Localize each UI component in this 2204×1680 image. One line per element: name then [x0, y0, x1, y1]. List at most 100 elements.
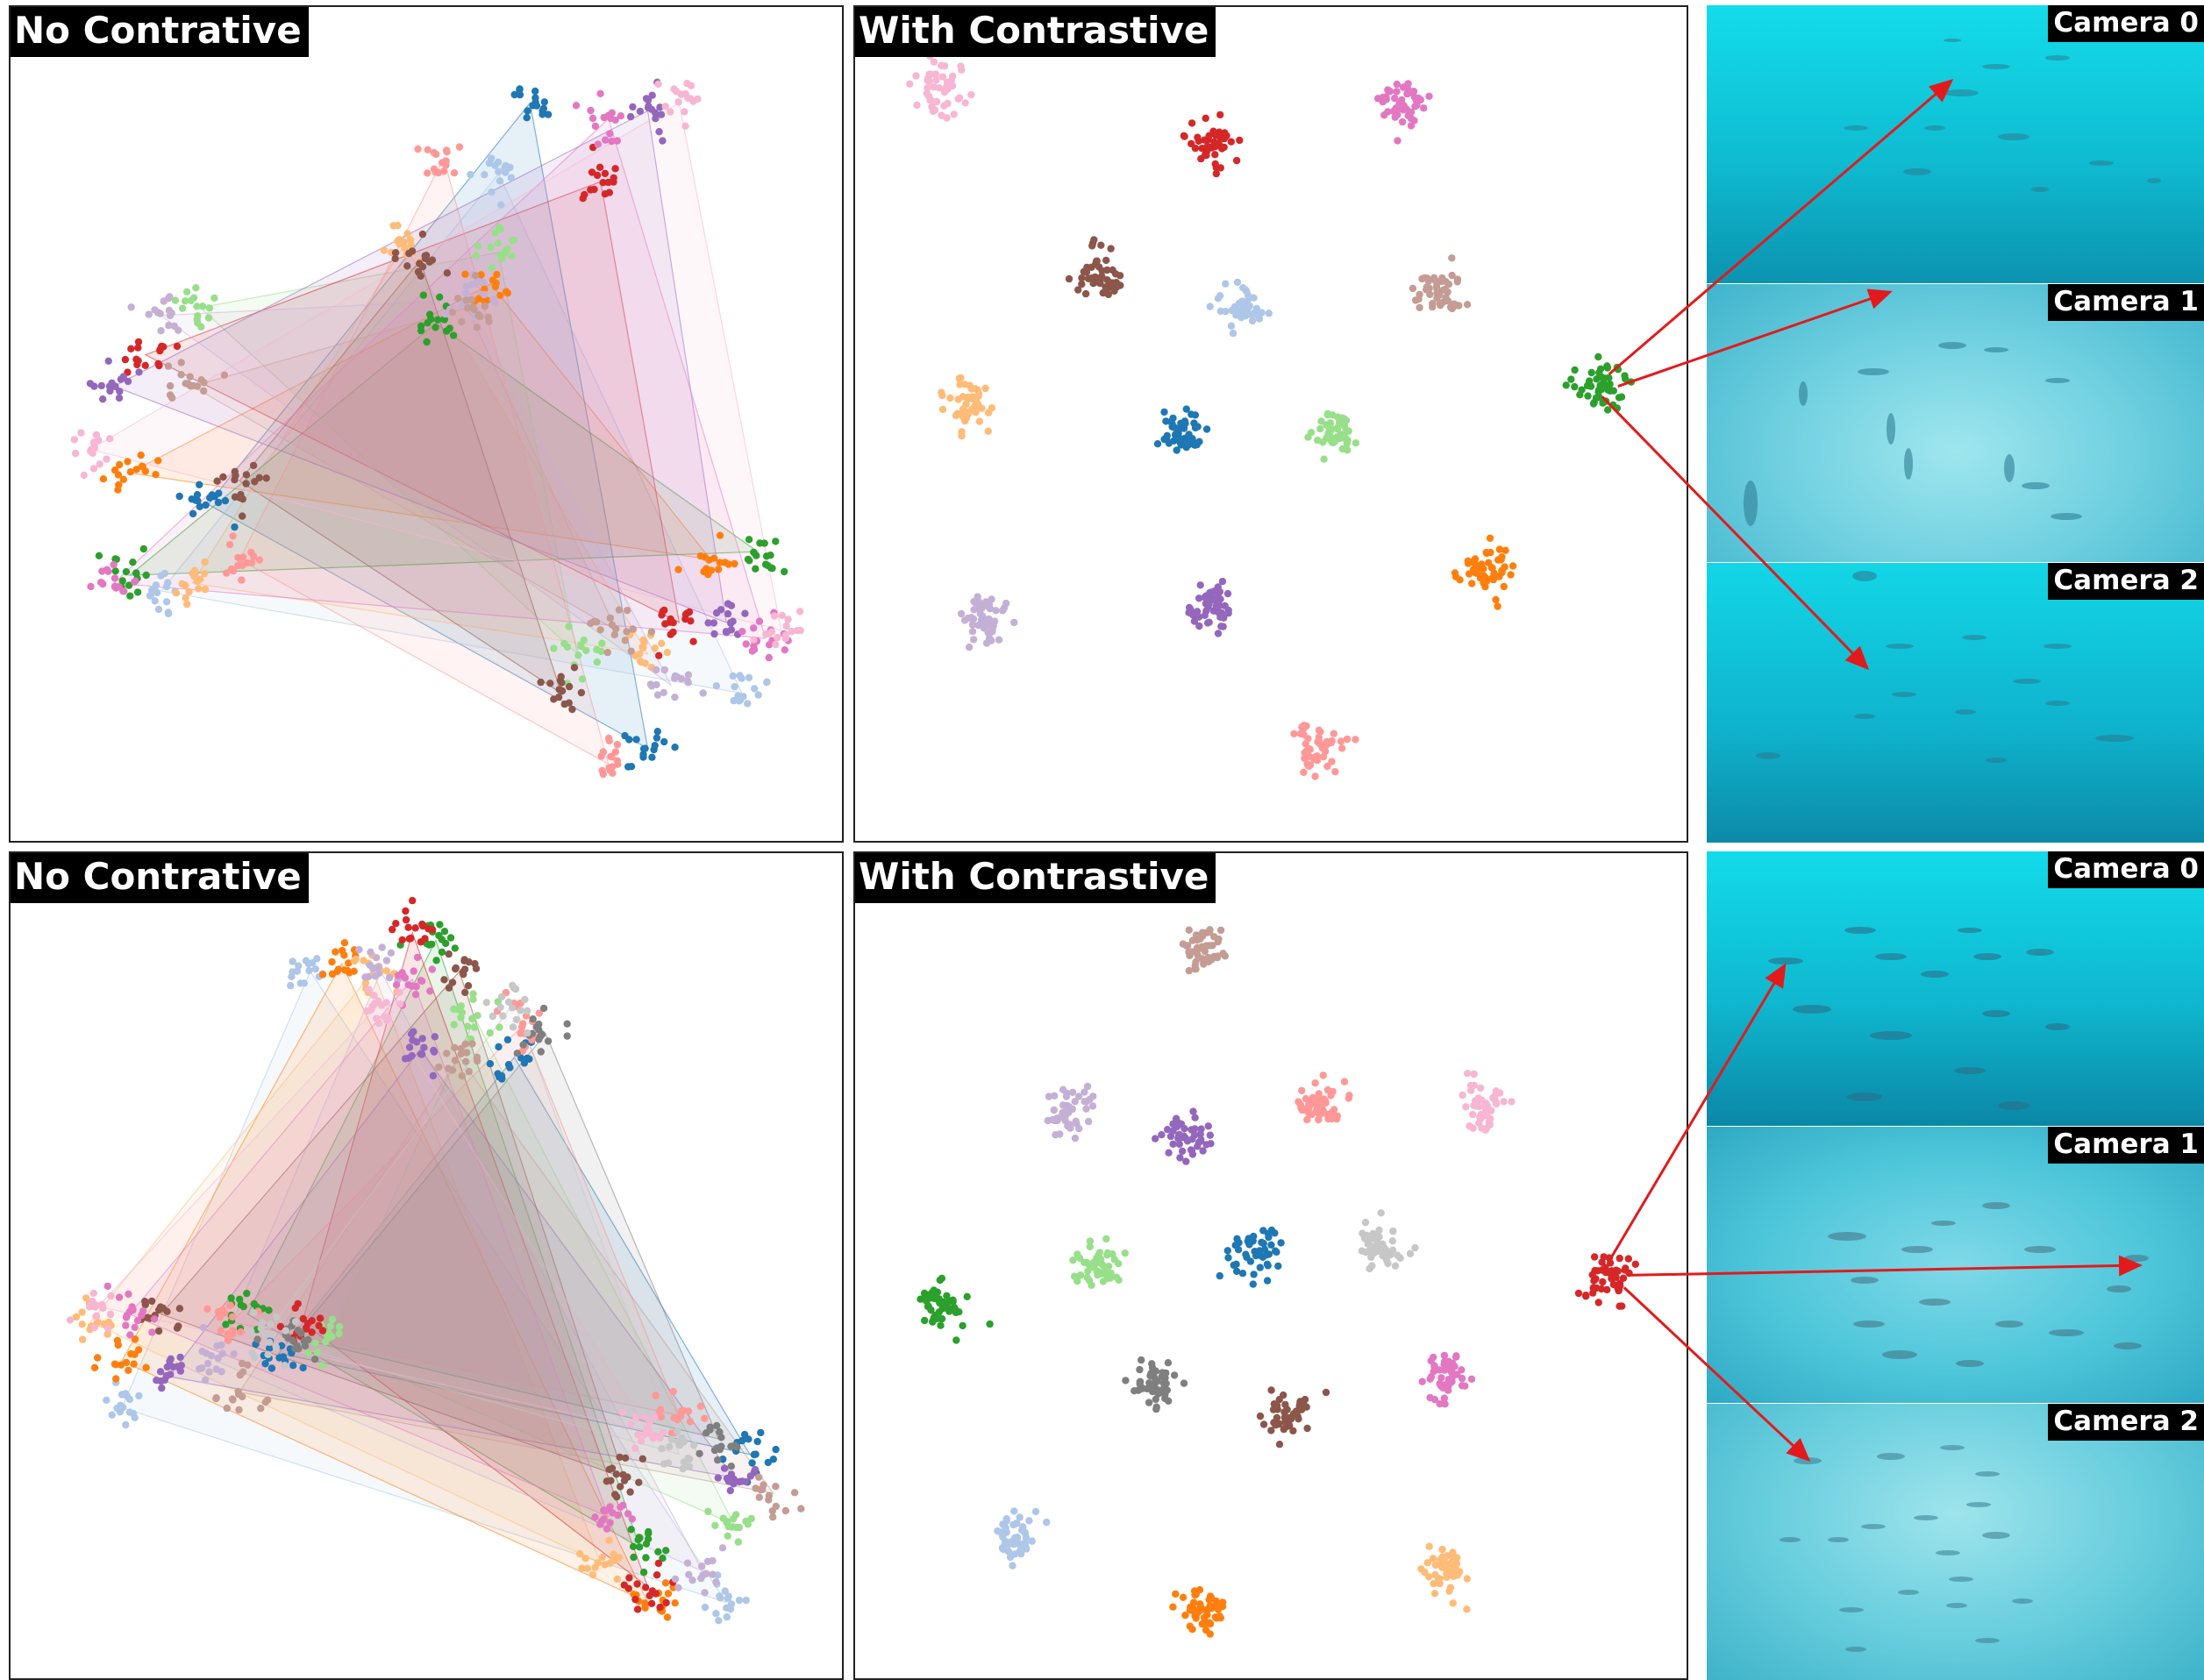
data-point	[1236, 136, 1244, 145]
data-point	[308, 1328, 316, 1336]
data-point	[499, 1012, 507, 1020]
data-point	[1311, 772, 1319, 780]
data-point	[497, 201, 505, 209]
data-point	[727, 619, 735, 628]
identity-hull	[277, 1056, 752, 1456]
data-point	[142, 571, 150, 580]
data-point	[1223, 132, 1230, 139]
data-point	[589, 617, 598, 626]
data-point	[175, 326, 182, 334]
data-point	[177, 359, 185, 367]
data-point	[662, 1547, 670, 1555]
data-point	[121, 355, 130, 364]
data-point	[790, 1489, 799, 1497]
data-point	[272, 1343, 280, 1351]
data-point	[999, 1533, 1007, 1541]
data-point	[578, 675, 587, 683]
data-point	[151, 597, 159, 605]
data-point	[731, 559, 738, 568]
data-point	[1134, 1386, 1142, 1394]
data-point	[642, 1554, 650, 1562]
data-point	[1391, 1262, 1400, 1270]
data-point	[1107, 1274, 1115, 1282]
panel-title: No Contrative	[11, 853, 309, 903]
data-point	[96, 460, 103, 468]
data-point	[578, 1564, 586, 1572]
data-point	[469, 990, 477, 998]
data-point	[90, 1363, 99, 1371]
data-point	[627, 647, 635, 655]
data-point	[382, 967, 390, 975]
data-point	[1201, 947, 1209, 956]
data-point	[328, 1333, 336, 1341]
data-point	[1084, 274, 1093, 282]
data-point	[467, 170, 474, 179]
data-point	[484, 313, 492, 321]
data-point	[1325, 424, 1333, 432]
data-point	[461, 988, 469, 996]
data-point	[1179, 1593, 1188, 1601]
data-point	[496, 225, 505, 233]
data-point	[1212, 1597, 1220, 1605]
data-point	[729, 672, 737, 680]
identity-hull	[144, 181, 681, 623]
data-point	[1406, 1249, 1415, 1257]
data-point	[413, 953, 422, 962]
data-point	[1599, 399, 1607, 407]
data-point	[247, 548, 255, 557]
data-point	[712, 1578, 720, 1586]
data-point	[629, 1542, 638, 1550]
data-point	[604, 178, 612, 187]
data-point	[228, 1313, 237, 1321]
data-point	[1181, 1612, 1189, 1619]
data-point	[984, 427, 992, 435]
data-point	[1392, 104, 1400, 113]
data-point	[661, 103, 669, 110]
data-point	[123, 1392, 131, 1400]
data-point	[387, 949, 396, 957]
data-point	[1045, 1093, 1053, 1100]
data-point	[772, 1445, 780, 1454]
data-point	[258, 1319, 267, 1327]
data-point	[432, 957, 440, 965]
data-point	[124, 458, 132, 466]
data-point	[1082, 1105, 1090, 1113]
data-point	[366, 961, 374, 969]
data-point	[1009, 1562, 1016, 1570]
data-point	[659, 137, 667, 145]
data-point	[134, 338, 143, 346]
data-point	[1209, 142, 1217, 151]
data-point	[107, 1292, 115, 1300]
data-point	[1319, 1071, 1327, 1079]
data-point	[967, 385, 975, 393]
data-point	[1195, 1607, 1203, 1615]
data-point	[606, 1519, 614, 1527]
data-point	[1245, 1241, 1253, 1249]
data-point	[685, 1463, 694, 1470]
data-point	[391, 249, 400, 257]
data-point	[469, 995, 477, 1003]
data-point	[268, 1331, 276, 1339]
data-point	[166, 381, 175, 390]
data-point	[1387, 1250, 1394, 1259]
identity-hull	[239, 1056, 775, 1494]
data-point	[748, 1459, 756, 1467]
data-point	[1289, 1427, 1297, 1434]
data-point	[1384, 1259, 1392, 1268]
data-point	[1495, 545, 1504, 553]
data-point	[452, 964, 460, 972]
data-point	[1567, 375, 1575, 383]
camera-label: Camera 0	[2048, 851, 2204, 888]
data-point	[1071, 1098, 1079, 1106]
data-point	[436, 293, 444, 301]
data-point	[212, 1394, 220, 1403]
data-point	[546, 680, 554, 687]
data-point	[598, 639, 606, 647]
data-point	[1233, 1235, 1241, 1242]
data-point	[1587, 368, 1595, 377]
data-point	[738, 628, 746, 636]
data-point	[1492, 595, 1500, 604]
data-point	[262, 474, 270, 482]
data-point	[1179, 940, 1188, 948]
data-point	[658, 1445, 666, 1453]
